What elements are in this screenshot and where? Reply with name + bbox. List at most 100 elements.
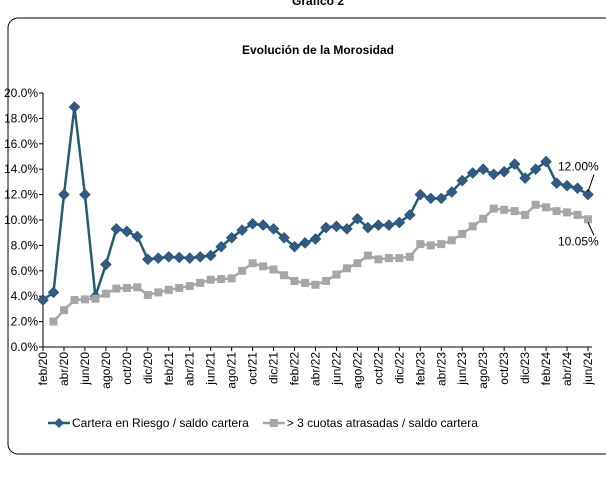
x-tick-label: ago/20 [99, 352, 113, 389]
x-tick-label: oct/23 [497, 352, 511, 385]
x-tick-label: jun/21 [204, 352, 218, 386]
marker [47, 286, 60, 299]
x-tick-label: jun/20 [78, 352, 92, 386]
y-tick-label: 18.0% [4, 111, 38, 125]
marker [120, 225, 133, 238]
marker [194, 250, 207, 263]
marker [267, 223, 280, 235]
marker [542, 203, 551, 212]
x-tick-label: abr/22 [309, 352, 323, 386]
x-tick-label: oct/20 [120, 352, 134, 385]
legend-label: > 3 cuotas atrasadas / saldo cartera [287, 416, 478, 430]
marker [152, 252, 165, 264]
marker [521, 210, 530, 219]
marker [458, 229, 467, 238]
marker [466, 167, 479, 179]
x-tick-label: feb/20 [36, 352, 50, 386]
marker [299, 237, 311, 249]
marker [269, 265, 278, 274]
marker [445, 186, 458, 198]
marker [563, 208, 572, 217]
marker [362, 221, 374, 234]
y-tick-label: 20.0% [4, 86, 38, 100]
marker [79, 188, 91, 201]
marker [185, 282, 194, 291]
marker [582, 188, 594, 201]
marker [70, 296, 79, 305]
marker [215, 240, 228, 253]
marker [101, 289, 110, 298]
marker [164, 285, 173, 294]
marker [80, 295, 89, 304]
marker [91, 294, 100, 303]
marker [37, 294, 49, 306]
x-tick-label: feb/23 [413, 352, 427, 386]
y-tick-label: 12.0% [4, 188, 38, 202]
marker [278, 231, 290, 244]
marker [435, 192, 448, 205]
marker [238, 266, 247, 275]
marker [384, 254, 393, 263]
marker [330, 220, 343, 233]
marker [288, 240, 301, 253]
legend-label: Cartera en Riesgo / saldo cartera [72, 416, 249, 430]
marker [131, 230, 144, 243]
x-tick-label: dic/20 [141, 352, 155, 384]
x-tick-label: jun/22 [329, 352, 343, 386]
marker [133, 283, 142, 292]
marker [584, 215, 592, 224]
x-tick-label: oct/22 [371, 352, 385, 385]
x-tick-label: dic/22 [392, 352, 406, 384]
y-tick-label: 2.0% [11, 315, 39, 329]
marker [363, 251, 372, 260]
marker [342, 264, 351, 273]
marker [225, 231, 238, 244]
x-tick-label: oct/21 [246, 352, 260, 385]
marker [561, 179, 573, 192]
marker [405, 252, 414, 261]
chart-title: Evolución de la Morosidad [242, 43, 394, 57]
marker [351, 212, 364, 225]
x-tick-label: feb/22 [288, 352, 302, 386]
marker [68, 101, 81, 113]
y-tick-label: 6.0% [11, 264, 39, 278]
x-tick-label: abr/23 [434, 352, 448, 386]
chart-frame [7, 17, 606, 455]
marker [489, 204, 498, 213]
marker [143, 290, 152, 299]
marker [122, 283, 131, 292]
marker [217, 275, 226, 284]
marker [374, 255, 383, 264]
marker [341, 223, 353, 235]
marker [141, 253, 154, 266]
marker [301, 278, 310, 287]
x-tick-label: ago/21 [225, 352, 239, 389]
x-tick-label: abr/21 [183, 352, 197, 386]
marker [173, 251, 186, 264]
marker [259, 262, 268, 271]
page-heading: Gráfico 2 [292, 0, 344, 8]
marker [321, 276, 330, 285]
marker [257, 219, 269, 231]
marker [100, 258, 112, 271]
marker [112, 284, 121, 293]
y-tick-label: 16.0% [4, 137, 38, 151]
marker [477, 163, 490, 176]
marker [49, 317, 58, 326]
marker [393, 216, 406, 229]
marker [206, 275, 215, 284]
marker [508, 158, 521, 170]
marker [500, 205, 509, 214]
marker [248, 259, 257, 268]
marker [552, 207, 561, 216]
y-tick-label: 8.0% [11, 238, 39, 252]
marker [332, 270, 341, 279]
x-tick-label: dic/21 [267, 352, 281, 384]
data-label: 12.00% [558, 160, 599, 174]
y-tick-label: 10.0% [4, 213, 38, 227]
marker [309, 233, 322, 245]
x-tick-label: abr/20 [57, 352, 71, 386]
marker [290, 276, 299, 285]
marker [531, 200, 540, 209]
